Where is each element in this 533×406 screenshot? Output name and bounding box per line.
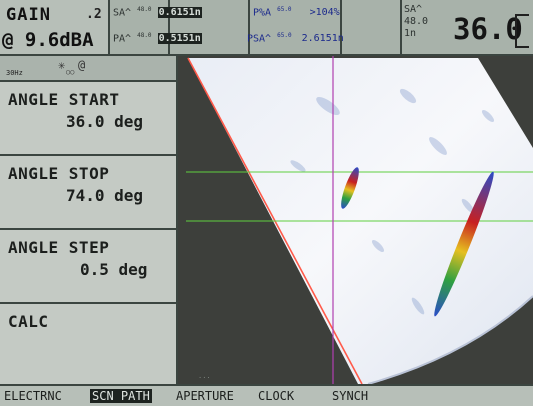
measure-value: 2.6151n xyxy=(301,33,344,45)
measure-cell-sa2[interactable]: SA^ 48.0 1n xyxy=(404,4,428,40)
measure-sub: 48.0 xyxy=(404,16,429,27)
header-bar: GAIN .2 @ 9.6dBA SA^ 48.0 0.6151n PA^ 48… xyxy=(0,0,533,56)
measure-sub: 48.0 xyxy=(137,32,152,39)
param-value: 74.0 deg xyxy=(66,186,144,205)
flaw-indication-small xyxy=(341,167,359,209)
param-angle-stop[interactable]: ANGLE STOP 74.0 deg xyxy=(0,156,176,230)
header-divider xyxy=(248,0,250,54)
function-menu-bar: ELECTRNC SCN PATH APERTURE CLOCK SYNCH xyxy=(0,384,533,406)
param-value: 36.0 deg xyxy=(66,112,144,131)
param-label: CALC xyxy=(8,312,49,331)
measure-cell-pa[interactable]: PA^ 48.0 0.5151n xyxy=(113,32,202,45)
menu-clock[interactable]: CLOCK xyxy=(258,389,295,403)
measure-sub: 48.0 xyxy=(137,6,152,13)
frame-rate-label: 30Hz xyxy=(6,69,23,77)
param-angle-start[interactable]: ANGLE START 36.0 deg xyxy=(0,82,176,156)
param-label: ANGLE STEP xyxy=(8,238,110,257)
menu-aperture[interactable]: APERTURE xyxy=(176,389,234,403)
menu-scan-path[interactable]: SCN PATH xyxy=(90,389,152,403)
measure-name: PSA^ xyxy=(247,33,272,45)
measure-value: 1n xyxy=(404,28,417,39)
sector-scan-svg xyxy=(186,56,533,384)
measure-value: 0.5151n xyxy=(157,33,202,45)
gain-box[interactable]: GAIN .2 @ 9.6dBA xyxy=(0,0,110,54)
measure-value: >104% xyxy=(309,7,340,19)
measure-sub: 65.0 xyxy=(277,32,292,39)
measure-cell-sa[interactable]: SA^ 48.0 0.6151n xyxy=(113,6,202,19)
measure-name: SA^ xyxy=(404,4,423,15)
scan-noise xyxy=(290,88,495,315)
measure-value: 0.6151n xyxy=(157,7,202,19)
header-divider xyxy=(400,0,402,54)
param-value: 0.5 deg xyxy=(80,260,148,279)
at-icon: @ xyxy=(78,58,86,72)
left-parameter-panel: 30Hz ✳ @ ○○ ANGLE START 36.0 deg ANGLE S… xyxy=(0,56,178,384)
readout-bracket xyxy=(515,14,529,48)
flaw-indication-large xyxy=(434,171,494,317)
gain-value: @ 9.6dBA xyxy=(2,29,94,51)
gain-step: .2 xyxy=(86,7,102,22)
measure-cell-psa[interactable]: PSA^ 65.0 2.6151n xyxy=(247,32,344,44)
menu-electronic[interactable]: ELECTRNC xyxy=(4,389,62,403)
header-divider xyxy=(168,0,170,54)
measure-cell-pcta[interactable]: P%A 65.0 >104% xyxy=(253,6,340,18)
sector-scan-view[interactable]: ... xyxy=(178,56,533,384)
sun-icon: ✳ xyxy=(58,58,66,72)
param-label: ANGLE START xyxy=(8,90,120,109)
status-icon-row: 30Hz ✳ @ ○○ xyxy=(0,56,176,82)
header-divider xyxy=(340,0,342,54)
measure-sub: 65.0 xyxy=(277,6,292,13)
fan-far-edge xyxy=(367,295,533,384)
menu-synch[interactable]: SYNCH xyxy=(332,389,369,403)
angle-readout: 36.0 xyxy=(453,12,523,46)
scale-hint: ... xyxy=(198,372,211,380)
param-calc[interactable]: CALC xyxy=(0,304,176,384)
measure-name: PA^ xyxy=(113,33,132,45)
measure-name: SA^ xyxy=(113,7,132,19)
param-label: ANGLE STOP xyxy=(8,164,110,183)
param-angle-step[interactable]: ANGLE STEP 0.5 deg xyxy=(0,230,176,304)
dots-icon: ○○ xyxy=(66,68,75,76)
gain-label: GAIN xyxy=(6,5,51,25)
measure-name: P%A xyxy=(253,7,272,19)
